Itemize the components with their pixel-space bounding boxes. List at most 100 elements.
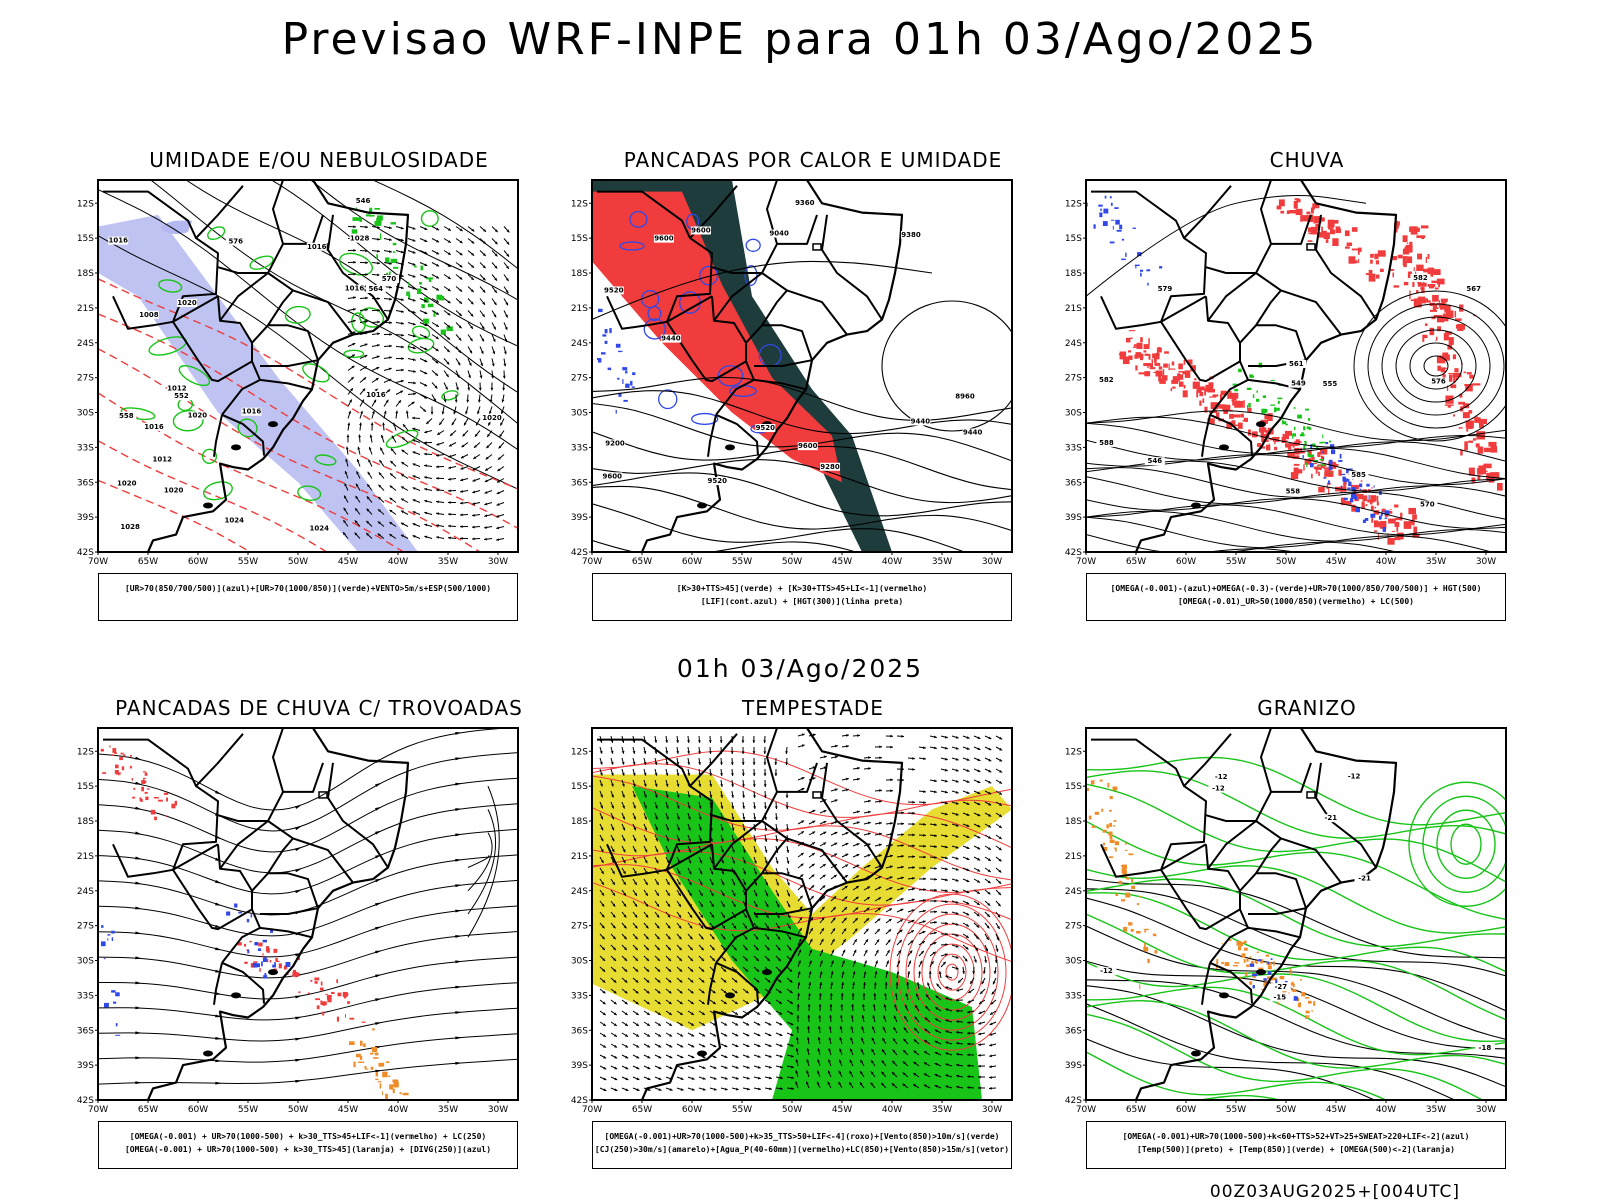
lon-tick-label: 70W (88, 1105, 108, 1115)
map-canvas: 9600952094409600960096009380944095209360… (570, 176, 1056, 571)
legend-line: [CJ(250)>30m/s](amarelo)+[Agua_P(40-60mm… (593, 1143, 1011, 1156)
contour-label: 1016 (144, 423, 164, 431)
lat-tick-label: 12S (571, 747, 588, 757)
forecast-time-label: 01h 03/Ago/2025 (0, 654, 1600, 683)
contour-label: -12 (1215, 773, 1228, 781)
contour-label: 9600 (691, 226, 711, 234)
contour-label: 9600 (798, 442, 818, 450)
lat-tick-label: 21S (77, 852, 94, 862)
lon-tick-label: 60W (1176, 557, 1196, 567)
lon-tick-label: 70W (1076, 1105, 1096, 1115)
contour-label: 1024 (224, 516, 244, 524)
lat-tick-label: 18S (571, 817, 588, 827)
lat-tick-label: 24S (1065, 339, 1082, 349)
contour-label: 1016 (108, 237, 128, 245)
legend-box: [OMEGA(-0.001)-(azul)+OMEGA(-0.3)-(verde… (1086, 573, 1506, 621)
lat-tick-label: 30S (1065, 957, 1082, 967)
contour-label: 1020 (482, 414, 502, 422)
lat-tick-label: 36S (571, 1026, 588, 1036)
panel-title: GRANIZO (1064, 696, 1550, 720)
lon-tick-label: 50W (1276, 557, 1296, 567)
panel-title: PANCADAS DE CHUVA C/ TROVOADAS (76, 696, 562, 720)
contour-label: -12 (1100, 967, 1113, 975)
contour-label: 9600 (603, 472, 623, 480)
lon-tick-label: 60W (1176, 1105, 1196, 1115)
panel-title: CHUVA (1064, 148, 1550, 172)
lat-tick-label: 30S (571, 409, 588, 419)
legend-line: [OMEGA(-0.001) + UR>70(1000-500) + k>30_… (99, 1143, 517, 1156)
legend-box: [UR>70(850/700/500)](azul)+[UR>70(1000/8… (98, 573, 518, 621)
contour-label: 579 (1158, 285, 1173, 293)
lon-tick-label: 30W (488, 1105, 508, 1115)
lon-tick-label: 55W (238, 557, 258, 567)
lat-tick-label: 36S (1065, 478, 1082, 488)
lat-tick-label: 12S (77, 747, 94, 757)
lat-tick-label: 33S (77, 443, 94, 453)
lon-tick-label: 35W (932, 557, 952, 567)
contour-label: 549 (1291, 380, 1306, 388)
contour-label: 588 (1099, 439, 1114, 447)
contour-label: -18 (1479, 1044, 1492, 1052)
lat-tick-label: 15S (77, 782, 94, 792)
legend-line: [K>30+TTS>45](verde) + [K>30+TTS>45+LI<-… (593, 582, 1011, 595)
contour-label: 1020 (188, 411, 208, 419)
legend-line: [OMEGA(-0.01)_UR>50(1000/850)(vermelho) … (1087, 595, 1505, 608)
map-canvas: 5825825765705675615555495465585885855791… (1064, 176, 1550, 571)
legend-box: [OMEGA(-0.001)+UR>70(1000-500)+k<60+TTS>… (1086, 1121, 1506, 1169)
lon-tick-label: 30W (488, 557, 508, 567)
contour-label: -21 (1358, 874, 1371, 882)
panel-title: TEMPESTADE (570, 696, 1056, 720)
lon-tick-label: 70W (582, 1105, 602, 1115)
contour-label: -27 (1275, 983, 1288, 991)
contour-label: 546 (1147, 457, 1162, 465)
lat-tick-label: 36S (77, 478, 94, 488)
lat-tick-label: 27S (1065, 374, 1082, 384)
contour-label: 555 (1323, 380, 1338, 388)
contour-label: 576 (1431, 378, 1446, 386)
lon-tick-label: 50W (288, 1105, 308, 1115)
lon-tick-label: 65W (138, 557, 158, 567)
lat-tick-label: 30S (571, 957, 588, 967)
contour-label: 561 (1289, 360, 1304, 368)
lat-tick-label: 15S (571, 782, 588, 792)
lon-tick-label: 60W (682, 1105, 702, 1115)
lon-tick-label: 60W (188, 557, 208, 567)
contour-label: -12 (1212, 785, 1225, 793)
lat-tick-label: 33S (1065, 991, 1082, 1001)
run-timestamp: 00Z03AUG2025+[004UTC] (1210, 1182, 1460, 1202)
lon-tick-label: 70W (88, 557, 108, 567)
contour-label: 1008 (139, 311, 159, 319)
contour-label: -15 (1273, 993, 1286, 1001)
lon-tick-label: 45W (1326, 557, 1346, 567)
lat-tick-label: 18S (571, 269, 588, 279)
contour-label: 585 (1351, 471, 1366, 479)
lon-tick-label: 35W (438, 557, 458, 567)
map-canvas: -12-12-12-21-27-15-18-21-1212S15S18S21S2… (1064, 724, 1550, 1119)
lon-tick-label: 35W (1426, 1105, 1446, 1115)
contour-label: 9380 (901, 231, 921, 239)
lon-tick-label: 60W (682, 557, 702, 567)
lat-tick-label: 33S (77, 991, 94, 1001)
lon-tick-label: 30W (1476, 1105, 1496, 1115)
lat-tick-label: 33S (571, 443, 588, 453)
lat-tick-label: 24S (571, 887, 588, 897)
legend-box: [OMEGA(-0.001)+UR>70(1000-500)+k>35_TTS>… (592, 1121, 1012, 1169)
legend-line: [UR>70(850/700/500)](azul)+[UR>70(1000/8… (99, 582, 517, 595)
lat-tick-label: 21S (571, 852, 588, 862)
lon-tick-label: 30W (1476, 557, 1496, 567)
lon-tick-label: 40W (388, 557, 408, 567)
lat-tick-label: 18S (77, 269, 94, 279)
lat-tick-label: 18S (1065, 269, 1082, 279)
lat-tick-label: 24S (1065, 887, 1082, 897)
contour-label: 9440 (963, 429, 983, 437)
legend-line: [OMEGA(-0.001)+UR>70(1000-500)+k<60+TTS>… (1087, 1130, 1505, 1143)
contour-label: 9280 (820, 463, 840, 471)
lat-tick-label: 39S (77, 513, 94, 523)
lon-tick-label: 65W (1126, 1105, 1146, 1115)
lon-tick-label: 65W (138, 1105, 158, 1115)
lat-tick-label: 27S (1065, 922, 1082, 932)
contour-label: 558 (119, 412, 134, 420)
lat-tick-label: 27S (77, 922, 94, 932)
